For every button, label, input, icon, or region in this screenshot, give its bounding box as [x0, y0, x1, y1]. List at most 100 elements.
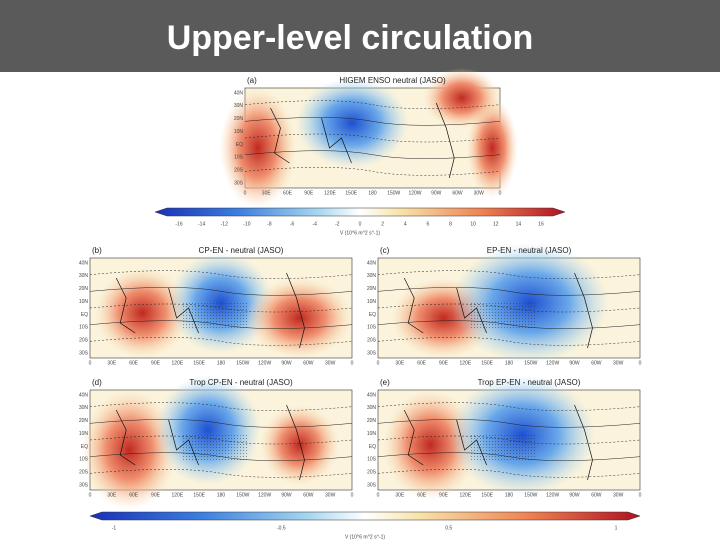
lon-label: 0 — [89, 492, 92, 498]
contour — [244, 117, 501, 126]
anomaly-shading — [247, 278, 352, 358]
lon-label: 180 — [368, 190, 377, 196]
lat-label: 30N — [234, 103, 244, 109]
lon-label: 60W — [591, 360, 602, 366]
lat-label: 10N — [79, 299, 89, 305]
coastline — [403, 404, 593, 481]
lon-label: 0 — [89, 360, 92, 366]
lat-label: 20S — [367, 469, 377, 475]
contour — [89, 337, 353, 346]
lon-label: 0 — [244, 190, 247, 196]
contour — [377, 452, 641, 461]
lon-label: 90W — [431, 190, 442, 196]
lon-label: 120E — [171, 492, 183, 498]
anomaly-shading — [260, 405, 339, 485]
lon-label: 90E — [304, 190, 314, 196]
lat-label: 30S — [367, 350, 377, 356]
lat-label: 10S — [367, 457, 377, 463]
lon-label: 120W — [258, 492, 271, 498]
lat-label: 10N — [79, 431, 89, 437]
colorbar-tick-label: -8 — [267, 221, 272, 227]
lon-label: 60E — [129, 492, 139, 498]
lat-label: 30N — [367, 273, 377, 279]
lon-label: 180 — [217, 492, 226, 498]
lon-label: 30E — [107, 492, 117, 498]
lon-label: 0 — [639, 360, 642, 366]
lat-label: 10S — [79, 325, 89, 331]
panel-label: (b) — [92, 246, 102, 255]
lon-label: 60E — [129, 360, 139, 366]
lon-label: 60E — [417, 360, 427, 366]
lon-label: 150W — [236, 492, 249, 498]
contour — [377, 469, 641, 478]
anomaly-shading — [296, 78, 409, 168]
contour — [89, 303, 353, 313]
lat-label: EQ — [81, 444, 88, 450]
lon-label: 120W — [546, 492, 559, 498]
lon-label: 60W — [591, 492, 602, 498]
lon-label: 30W — [613, 492, 624, 498]
lat-label: 20S — [79, 337, 89, 343]
colorbar-label: V (10^6 m^2 s^-1) — [340, 230, 380, 236]
lon-label: 0 — [351, 360, 354, 366]
slide-title: Upper-level circulation — [167, 19, 534, 57]
lat-label: 20S — [79, 469, 89, 475]
lon-label: 30E — [395, 492, 405, 498]
lon-label: 90W — [569, 360, 580, 366]
lon-label: 30E — [107, 360, 117, 366]
lat-label: 30S — [79, 350, 89, 356]
anomaly-shading — [423, 68, 500, 128]
colorbar-tick-label: 14 — [516, 221, 522, 227]
lat-label: 40N — [367, 392, 377, 398]
lon-label: 90E — [151, 492, 161, 498]
contour — [377, 270, 641, 279]
panel-label: (d) — [92, 378, 102, 387]
lat-label: 20N — [79, 286, 89, 292]
lon-label: 90W — [569, 492, 580, 498]
lon-label: 60E — [283, 190, 293, 196]
lat-label: 20N — [79, 418, 89, 424]
lat-label: 40N — [367, 260, 377, 266]
lon-label: 150E — [193, 492, 205, 498]
lon-label: 0 — [351, 492, 354, 498]
lon-label: 60W — [452, 190, 463, 196]
colorbar-label: V (10^6 m^2 s^-1) — [345, 534, 385, 540]
colorbar-tick-label: -4 — [313, 221, 318, 227]
lon-label: 30E — [395, 360, 405, 366]
lon-label: 30W — [474, 190, 485, 196]
panel-label: (a) — [247, 76, 257, 85]
coastline — [403, 272, 593, 349]
contour — [377, 402, 641, 411]
colorbar-tick-label: -16 — [175, 221, 182, 227]
lon-label: 150W — [524, 360, 537, 366]
lat-label: EQ — [236, 142, 243, 148]
lon-label: 150E — [193, 360, 205, 366]
contour — [89, 402, 353, 411]
lon-label: 180 — [505, 360, 514, 366]
lat-label: 20N — [234, 116, 244, 122]
panel-title: Trop CP-EN - neutral (JASO) — [189, 378, 293, 387]
lon-label: 120E — [459, 360, 471, 366]
panel-title: EP-EN - neutral (JASO) — [487, 246, 572, 255]
colorbar-tick-label: 1 — [615, 525, 618, 531]
lat-label: 30S — [79, 482, 89, 488]
lon-label: 90E — [151, 360, 161, 366]
lat-label: 40N — [79, 260, 89, 266]
lon-label: 150W — [236, 360, 249, 366]
contour — [89, 469, 353, 478]
colorbar-tick-label: 4 — [404, 221, 407, 227]
contour — [377, 320, 641, 329]
colorbar-tick-label: 8 — [449, 221, 452, 227]
lon-label: 60W — [303, 360, 314, 366]
lat-label: 10S — [234, 155, 244, 161]
lon-label: 90W — [281, 360, 292, 366]
header-bar — [0, 0, 720, 72]
lon-label: 30W — [613, 360, 624, 366]
colorbar — [154, 207, 566, 217]
contour — [377, 337, 641, 346]
lat-label: 30S — [234, 180, 244, 186]
lat-label: 40N — [234, 90, 244, 96]
panel-label: (e) — [380, 378, 390, 387]
colorbar-tick-label: -6 — [290, 221, 295, 227]
